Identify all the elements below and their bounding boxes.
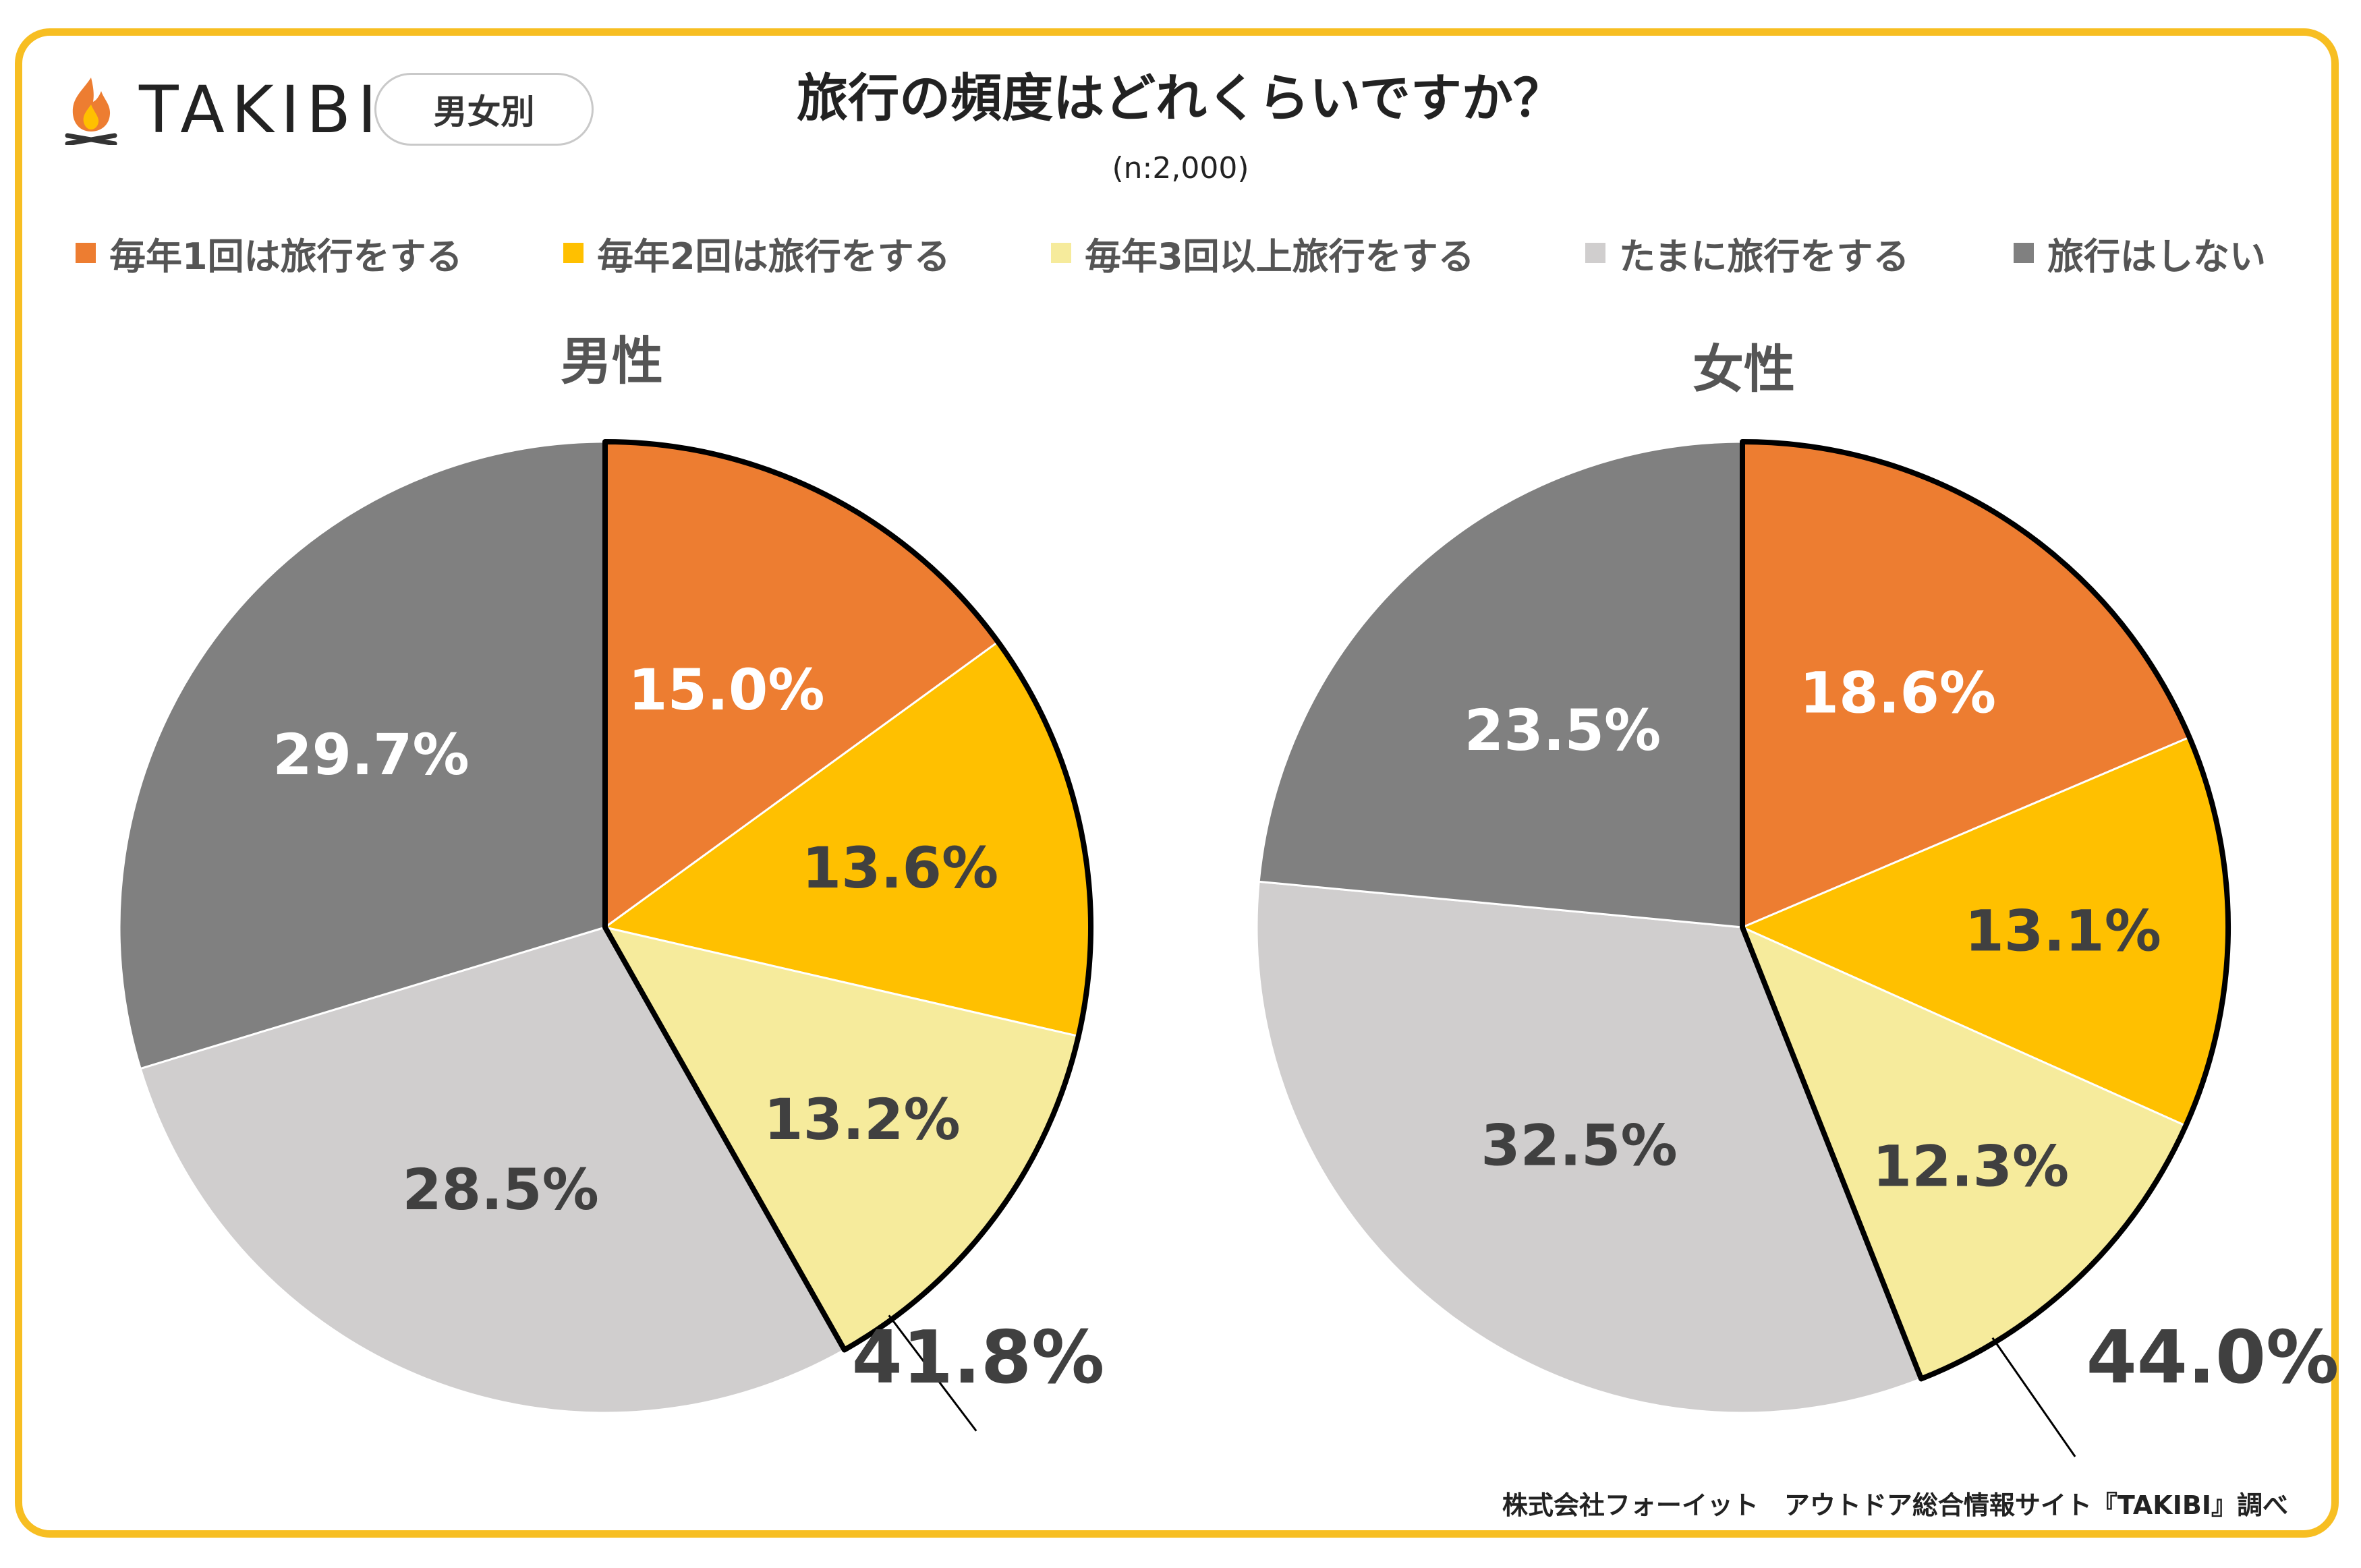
chart-subtitle: (n:2,000) xyxy=(1112,151,1249,185)
legend-item: たまに旅行をする xyxy=(1585,226,1909,280)
legend-swatch xyxy=(2014,243,2034,263)
brand-name: TAKIBI xyxy=(139,72,384,148)
legend-item: 旅行はしない xyxy=(2014,226,2266,280)
legend-label: たまに旅行をする xyxy=(1619,235,1910,278)
legend-label: 毎年1回は旅行をする xyxy=(109,235,463,278)
legend-item: 毎年1回は旅行をする xyxy=(76,226,463,280)
legend-swatch xyxy=(563,243,584,263)
slice-label: 13.2% xyxy=(764,1086,960,1153)
legend-item: 毎年2回は旅行をする xyxy=(563,226,950,280)
legend-label: 毎年3回以上旅行をする xyxy=(1085,235,1475,278)
highlight-total-label: 44.0% xyxy=(2086,1316,2339,1400)
pie-slice xyxy=(118,440,606,1070)
source-footer: 株式会社フォーイット アウトドア総合情報サイト『TAKIBI』調べ xyxy=(1502,1490,2288,1520)
slice-label: 12.3% xyxy=(1873,1134,2069,1200)
chart-frame xyxy=(15,28,2339,1538)
legend: 毎年1回は旅行をする 毎年2回は旅行をする 毎年3回以上旅行をする たまに旅行を… xyxy=(0,226,2361,280)
pie-slice xyxy=(1255,880,1923,1414)
legend-swatch xyxy=(1585,243,1605,263)
legend-swatch xyxy=(76,243,96,263)
slice-label: 18.6% xyxy=(1800,660,1996,726)
pie-title-female: 女性 xyxy=(1692,339,1795,399)
legend-label: 毎年2回は旅行をする xyxy=(597,235,950,278)
highlight-outline xyxy=(1740,439,2231,1382)
callout-line xyxy=(888,1314,977,1432)
callout-line xyxy=(1991,1337,2076,1457)
pie-slice xyxy=(139,926,846,1414)
slice-label: 28.5% xyxy=(402,1157,598,1223)
slice-label: 15.0% xyxy=(628,657,824,723)
slice-label: 13.1% xyxy=(1964,898,2161,964)
chart-title: 旅行の頻度はどれくらいですか？ xyxy=(797,68,1564,128)
highlight-total-label: 41.8% xyxy=(852,1316,1105,1400)
campfire-icon xyxy=(65,78,117,145)
legend-item: 毎年3回以上旅行をする xyxy=(1051,226,1475,280)
slice-label: 29.7% xyxy=(273,722,469,788)
legend-swatch xyxy=(1051,243,1071,263)
slice-label: 32.5% xyxy=(1481,1112,1677,1178)
slice-label: 23.5% xyxy=(1464,697,1661,763)
pie-slice xyxy=(1257,440,1744,929)
legend-label: 旅行はしない xyxy=(2047,235,2266,278)
filter-pill: 男女別 xyxy=(374,73,594,146)
brand-logo: TAKIBI xyxy=(62,73,383,147)
highlight-outline xyxy=(602,439,1093,1353)
pie-title-male: 男性 xyxy=(561,331,663,391)
slice-label: 13.6% xyxy=(802,835,998,901)
